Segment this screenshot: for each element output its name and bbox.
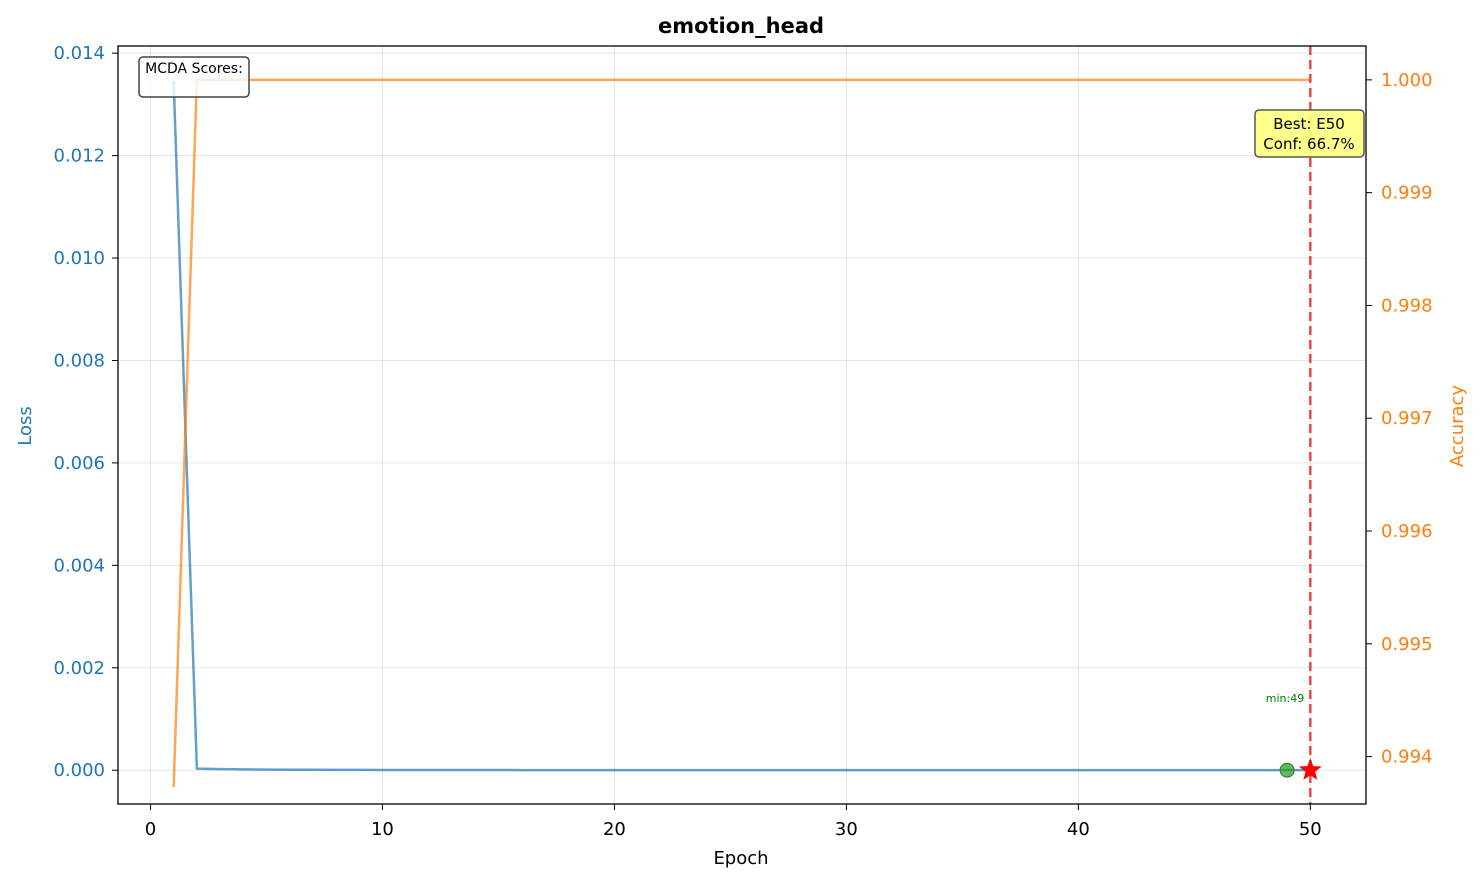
y-left-tick-label: 0.014 [53,43,105,64]
mcda-scores-box: MCDA Scores: [138,56,250,98]
y-axis-left-label: Loss [15,406,36,445]
y-right-tick-label: 0.996 [1381,521,1433,542]
y-left-tick-label: 0.012 [53,146,105,167]
y-right-tick-label: 0.999 [1381,183,1433,204]
x-tick-label: 0 [145,819,156,840]
x-tick-label: 40 [1067,819,1090,840]
x-tick-label: 50 [1299,819,1322,840]
accuracy-series-line [172,78,1311,788]
best-epoch-star-marker [1298,758,1322,780]
x-axis-label: Epoch [713,848,768,869]
y-axis-right-label: Accuracy [1447,385,1468,468]
y-right-tick-label: 1.000 [1381,70,1433,91]
y-left-tick-label: 0.002 [53,658,105,679]
best-confidence-label: Conf: 66.7% [1263,135,1354,153]
best-box-frame [1254,109,1365,158]
y-left-tick-label: 0.010 [53,248,105,269]
y-left-tick-label: 0.006 [53,453,105,474]
best-epoch-label: Best: E50 [1273,115,1345,133]
x-tick-label: 20 [603,819,626,840]
grid-layer [118,46,1366,804]
y-left-tick-label: 0.008 [53,350,105,371]
axis-layer: 0 10 20 30 40 50 0.000 0.002 0.004 0.006 0.008 0.01… [53,43,1432,840]
y-right-tick-label: 0.998 [1381,295,1433,316]
chart-title: emotion_head [658,14,824,38]
y-right-tick-label: 0.994 [1381,747,1433,768]
x-tick-label: 30 [835,819,858,840]
best-epoch-annotation: Best: E50 Conf: 66.7% [1254,109,1365,158]
min-loss-marker [1279,762,1295,778]
x-tick-label: 10 [371,819,394,840]
marker-layer [1279,46,1322,804]
y-left-tick-label: 0.004 [53,555,105,576]
y-right-tick-label: 0.997 [1381,408,1433,429]
plot-frame [117,45,1367,805]
min-epoch-label: min:49 [1266,692,1304,705]
series-layer [172,78,1311,788]
y-left-tick-label: 0.000 [53,760,105,781]
mcda-box-frame [138,56,250,98]
y-right-tick-label: 0.995 [1381,634,1433,655]
loss-series-line [172,81,1311,772]
mcda-scores-label: MCDA Scores: [145,61,243,77]
